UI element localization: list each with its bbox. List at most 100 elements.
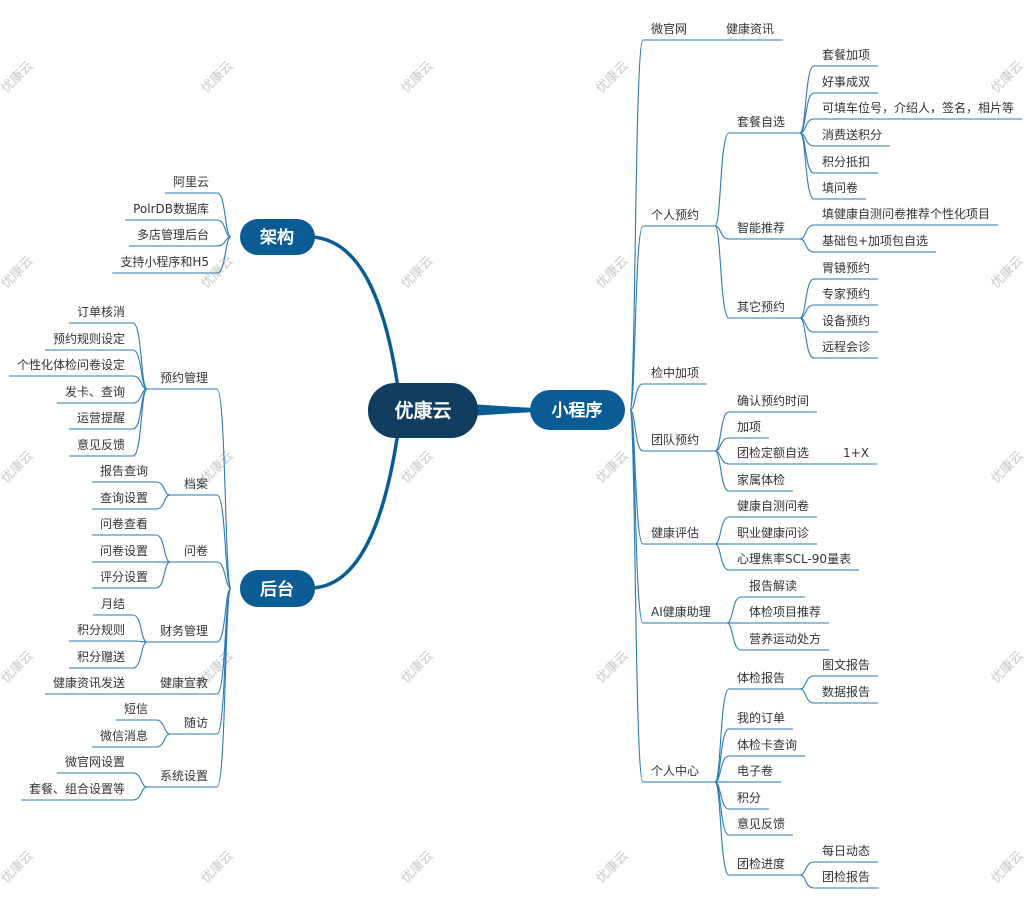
node-backend-children-2[interactable]: 问卷: [184, 543, 208, 558]
node-backend-children-6-children-0-label[interactable]: 微官网设置: [65, 754, 125, 769]
node-backend-children-3-children-0-label[interactable]: 月结: [101, 597, 125, 611]
node-backend-children-0-children-1-label[interactable]: 预约规则设定: [53, 331, 125, 346]
watermark-layer: 优康云优康云优康云优康云优康云优康云优康云优康云优康云优康云优康云优康云优康云优…: [0, 58, 1024, 887]
node-miniprogram-children-2[interactable]: 检中加项: [651, 365, 699, 380]
node-miniprogram-children-5-children-0[interactable]: 报告解读: [749, 578, 797, 593]
node-miniprogram-children-5-children-2[interactable]: 营养运动处方: [749, 631, 821, 646]
node-miniprogram-children-6-children-6-children-1[interactable]: 团检报告: [822, 869, 870, 884]
connector: [726, 596, 742, 624]
node-backend-children-0-children-2-label[interactable]: 个性化体检问卷设定: [17, 357, 125, 372]
node-miniprogram-children-1-children-1[interactable]: 智能推荐: [737, 220, 785, 235]
node-miniprogram-children-5[interactable]: AI健康助理: [651, 604, 711, 619]
watermark-text: 优康云: [0, 448, 37, 487]
node-miniprogram-children-1-children-0[interactable]: 套餐自选: [737, 114, 785, 129]
connector: [799, 118, 815, 134]
node-backend-children-1-children-0-label[interactable]: 报告查询: [100, 463, 148, 478]
node-backend-children-0-children-5-label[interactable]: 意见反馈: [77, 437, 125, 452]
miniprogram-node-shape: [530, 390, 625, 430]
node-miniprogram-children-6-children-6-children-0[interactable]: 每日动态: [822, 843, 870, 858]
backend-node[interactable]: 后台: [240, 570, 315, 607]
node-miniprogram-children-6-children-0[interactable]: 体检报告: [737, 670, 785, 685]
node-backend-children-5-children-1-label[interactable]: 微信消息: [100, 728, 148, 743]
node-backend-children-6[interactable]: 系统设置: [160, 769, 208, 783]
node-miniprogram-children-3-children-3[interactable]: 家属体检: [737, 472, 785, 487]
node-miniprogram-children-3-children-2[interactable]: 团检定额自选: [737, 445, 809, 460]
node-miniprogram-children-1-children-2[interactable]: 其它预约: [737, 299, 785, 314]
node-backend-children-2-children-2-label[interactable]: 评分设置: [100, 570, 148, 584]
node-miniprogram-children-1-children-1-children-1[interactable]: 基础包+加项包自选: [822, 234, 928, 248]
watermark-text: 优康云: [593, 253, 632, 292]
node-miniprogram-children-6-children-1[interactable]: 我的订单: [737, 710, 785, 725]
node-miniprogram-children-3-children-1[interactable]: 加项: [737, 420, 761, 434]
node-miniprogram-children-1-children-0-children-1[interactable]: 好事成双: [822, 75, 870, 89]
node-miniprogram-children-6-children-0-children-0[interactable]: 图文报告: [822, 657, 870, 672]
node-backend-children-5[interactable]: 随访: [184, 715, 208, 730]
node-miniprogram-children-1-children-0-children-5[interactable]: 填问卷: [822, 180, 858, 195]
node-miniprogram-children-4-children-2[interactable]: 心理焦率SCL-90量表: [737, 551, 851, 566]
node-architecture-children-2-label[interactable]: 多店管理后台: [137, 227, 209, 242]
node-backend-children-6-children-1-label[interactable]: 套餐、组合设置等: [29, 781, 125, 796]
node-backend-children-4-child[interactable]: 健康资讯发送: [53, 675, 125, 690]
node-miniprogram-children-6-children-4[interactable]: 积分: [737, 791, 761, 805]
architecture-node-label: 架构: [260, 227, 294, 248]
connector: [714, 132, 730, 227]
node-backend-children-3-children-1-label[interactable]: 积分规则: [77, 622, 125, 637]
connector: [155, 534, 171, 563]
connector: [132, 388, 148, 430]
node-backend-children-4[interactable]: 健康宣教: [160, 675, 208, 690]
node-architecture-children-3-label[interactable]: 支持小程序和H5: [120, 254, 209, 269]
watermark-text: 优康云: [0, 848, 37, 887]
node-miniprogram-children-6-children-2[interactable]: 体检卡查询: [737, 737, 797, 752]
node-miniprogram-children-1-children-2-children-0[interactable]: 胃镜预约: [822, 260, 870, 275]
node-backend-children-1-children-1-label[interactable]: 查询设置: [100, 491, 148, 505]
node-miniprogram-children-4-children-0[interactable]: 健康自测问卷: [737, 498, 809, 513]
node-miniprogram-children-1-children-0-children-2[interactable]: 可填车位号，介绍人，签名，相片等: [822, 100, 1014, 115]
node-backend-children-5-children-0-label[interactable]: 短信: [124, 702, 148, 716]
miniprogram-node[interactable]: 小程序: [530, 390, 625, 430]
node-miniprogram-children-4[interactable]: 健康评估: [651, 525, 699, 540]
node-miniprogram-children-1-children-0-children-3[interactable]: 消费送积分: [822, 127, 882, 142]
center-node-shape: [368, 383, 478, 438]
node-backend-children-1[interactable]: 档案: [184, 476, 208, 491]
node-miniprogram-children-6-children-0-children-1[interactable]: 数据报告: [822, 684, 870, 699]
node-backend-children-0-children-4-label[interactable]: 运营提醒: [77, 410, 125, 425]
watermark-text: 优康云: [593, 848, 632, 887]
connector: [714, 516, 730, 545]
node-miniprogram-children-3-children-2-note[interactable]: 1+X: [843, 446, 869, 460]
connector: [714, 688, 730, 783]
connector: [799, 304, 815, 319]
node-miniprogram-children-6-children-3[interactable]: 电子卷: [737, 763, 773, 778]
node-architecture-children-1-label[interactable]: PolrDB数据库: [133, 201, 209, 216]
node-miniprogram-children-3[interactable]: 团队预约: [651, 432, 699, 447]
node-miniprogram-children-0-child[interactable]: 健康资讯: [726, 21, 774, 36]
node-miniprogram-children-0[interactable]: 微官网: [651, 21, 687, 36]
node-miniprogram-children-1-children-1-children-0[interactable]: 填健康自测问卷推荐个性化项目: [822, 206, 990, 221]
connector: [799, 317, 815, 359]
node-miniprogram-children-1-children-0-children-4[interactable]: 积分抵扣: [822, 155, 870, 169]
node-miniprogram-children-1[interactable]: 个人预约: [651, 207, 699, 222]
node-architecture-children-0-label[interactable]: 阿里云: [173, 175, 209, 189]
architecture-node[interactable]: 架构: [240, 219, 315, 255]
connector: [629, 409, 644, 624]
node-backend-children-3-children-2-label[interactable]: 积分赠送: [77, 649, 125, 664]
branch-center-to-architecture: [311, 235, 400, 389]
node-miniprogram-children-5-children-1[interactable]: 体检项目推荐: [749, 604, 821, 619]
node-backend-children-2-children-1-label[interactable]: 问卷设置: [100, 543, 148, 558]
node-backend-children-0[interactable]: 预约管理: [160, 370, 208, 385]
node-miniprogram-children-6-children-5[interactable]: 意见反馈: [737, 816, 785, 831]
node-miniprogram-children-1-children-2-children-3[interactable]: 远程会诊: [822, 339, 870, 354]
node-backend-children-3[interactable]: 财务管理: [160, 623, 208, 638]
node-miniprogram-children-4-children-1[interactable]: 职业健康问诊: [737, 525, 809, 540]
node-miniprogram-children-6-children-6[interactable]: 团检进度: [737, 856, 785, 871]
node-backend-children-0-children-0-label[interactable]: 订单核消: [77, 305, 125, 319]
node-miniprogram-children-6[interactable]: 个人中心: [651, 763, 699, 778]
center-node[interactable]: 优康云: [368, 383, 478, 438]
node-miniprogram-children-3-children-0[interactable]: 确认预约时间: [737, 393, 809, 408]
node-miniprogram-children-1-children-0-children-0[interactable]: 套餐加项: [822, 47, 870, 62]
node-backend-children-0-children-3-label[interactable]: 发卡、查询: [65, 384, 125, 399]
node-backend-children-2-children-0-label[interactable]: 问卷查看: [100, 516, 148, 531]
node-miniprogram-children-1-children-2-children-2[interactable]: 设备预约: [822, 313, 870, 328]
connector: [132, 641, 148, 669]
connector: [726, 622, 742, 651]
node-miniprogram-children-1-children-2-children-1[interactable]: 专家预约: [822, 286, 870, 301]
